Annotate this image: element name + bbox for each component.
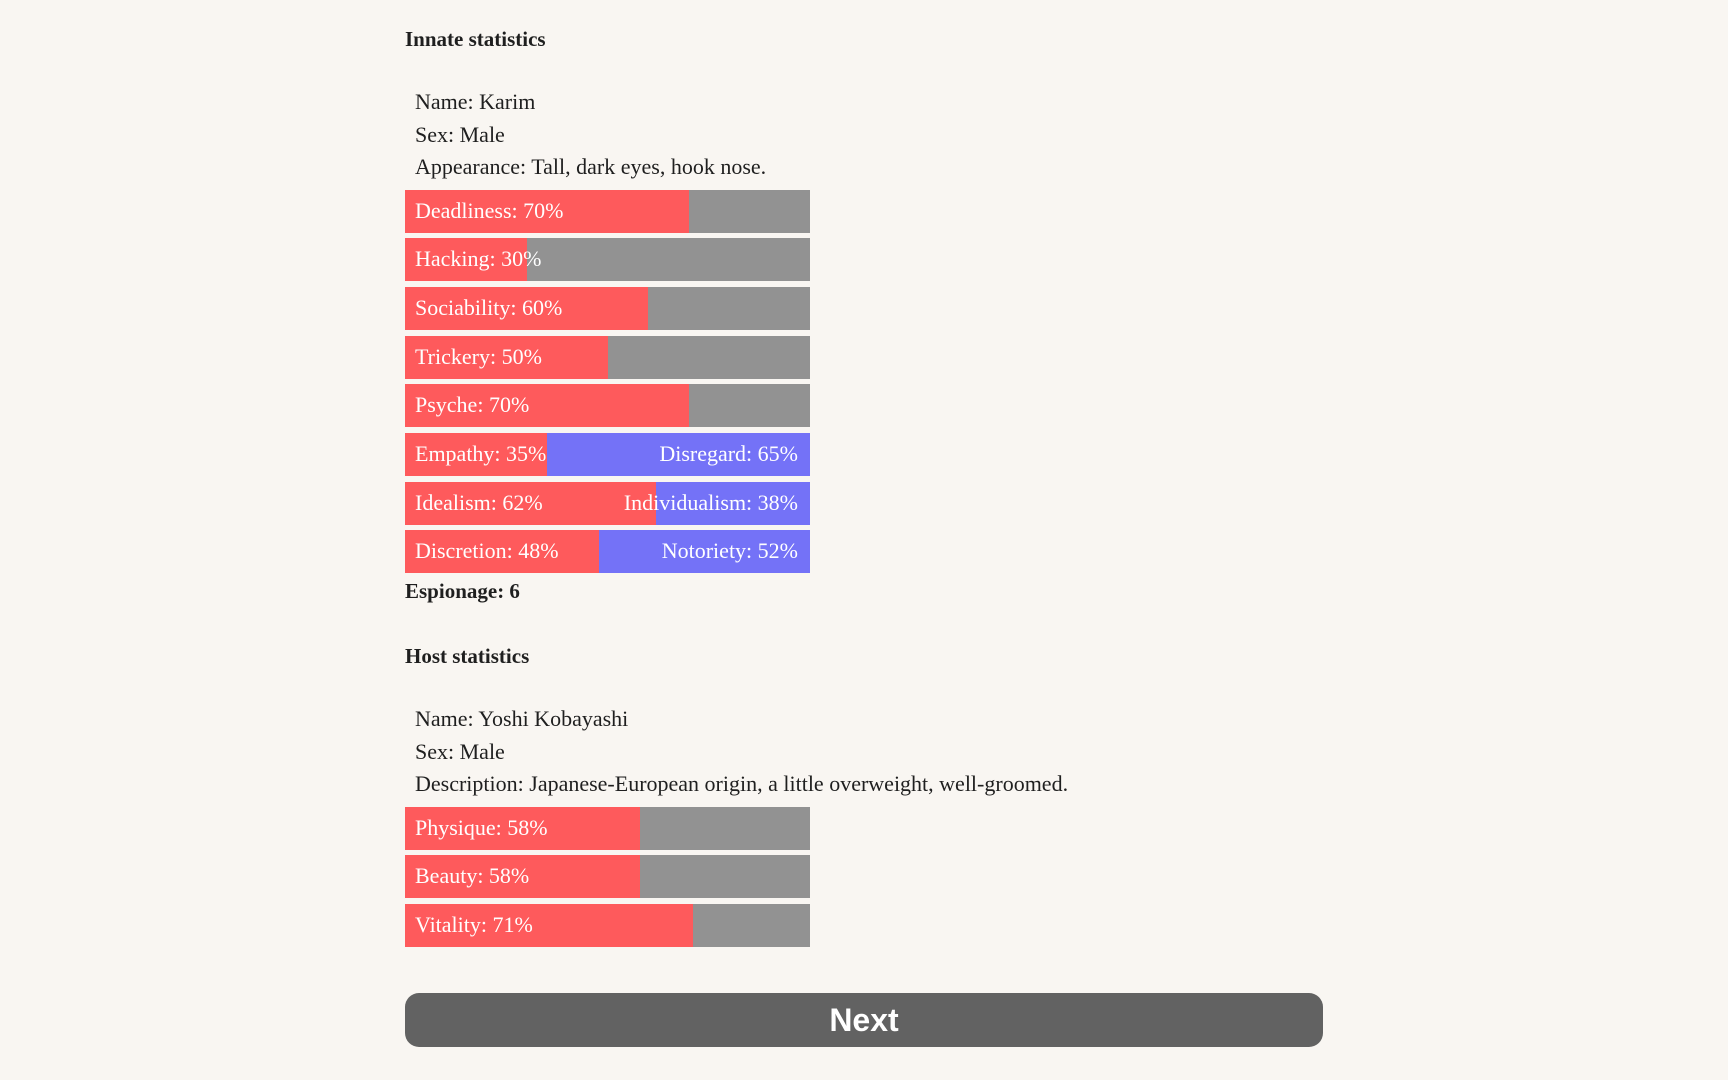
opposed-bar-fill [405, 481, 657, 525]
stat-bar-label: Vitality: 71% [415, 911, 533, 937]
stat-bar-fill [405, 286, 648, 330]
stat-bar-fill [405, 384, 689, 428]
espionage-stat: Espionage: 6 [405, 579, 520, 603]
character-name: Name: Karim [415, 89, 536, 114]
innate-info: Name: Karim Sex: Male Appearance: Tall, … [405, 86, 1323, 184]
stat-bar-vitality: Vitality: 71% [405, 903, 810, 947]
stat-bar-label: Beauty: 58% [415, 863, 530, 889]
stat-bar-fill [405, 189, 689, 233]
stats-screen: Innate statistics Name: Karim Sex: Male … [405, 22, 1323, 953]
stat-bar-trickery: Trickery: 50% [405, 335, 810, 379]
opposed-bar-empathy-disregard: Empathy: 35% Disregard: 65% [405, 432, 810, 476]
stat-bar-sociability: Sociability: 60% [405, 286, 810, 330]
stat-bar-fill [405, 238, 527, 282]
host-name: Name: Yoshi Kobayashi [415, 706, 629, 731]
stat-bar-label: Hacking: 30% [415, 246, 542, 272]
host-statistics-title: Host statistics [405, 644, 530, 668]
host-description: Description: Japanese-European origin, a… [415, 771, 1069, 796]
opposed-bar-discretion-notoriety: Discretion: 48% Notoriety: 52% [405, 530, 810, 574]
next-button[interactable]: Next [405, 993, 1323, 1047]
opposed-bar-fill [405, 530, 600, 574]
stat-bar-label: Psyche: 70% [415, 392, 530, 418]
innate-statistics-title: Innate statistics [405, 27, 546, 51]
opposed-bar-right-label: Notoriety: 52% [661, 538, 798, 564]
stat-bar-beauty: Beauty: 58% [405, 855, 810, 899]
opposed-bar-left-label: Idealism: 62% [415, 489, 543, 515]
stat-bar-physique: Physique: 58% [405, 806, 810, 850]
innate-stat-bars: Deadliness: 70% Hacking: 30% Sociability… [405, 189, 1323, 574]
opposed-bar-fill [405, 432, 547, 476]
stat-bar-fill [405, 335, 608, 379]
opposed-bar-right-label: Individualism: 38% [623, 489, 798, 515]
host-sex: Sex: Male [415, 738, 505, 764]
stat-bar-fill [405, 903, 693, 947]
stat-bar-label: Physique: 58% [415, 814, 548, 840]
stat-bar-hacking: Hacking: 30% [405, 238, 810, 282]
stat-bar-label: Sociability: 60% [415, 294, 563, 320]
stat-bar-psyche: Psyche: 70% [405, 384, 810, 428]
character-sex: Sex: Male [415, 121, 505, 147]
opposed-bar-left-label: Discretion: 48% [415, 538, 559, 564]
stat-bar-fill [405, 806, 640, 850]
opposed-bar-left-label: Empathy: 35% [415, 440, 547, 466]
host-stat-bars: Physique: 58% Beauty: 58% Vitality: 71% [405, 806, 1323, 947]
stat-bar-label: Deadliness: 70% [415, 197, 564, 223]
stat-bar-label: Trickery: 50% [415, 343, 542, 369]
host-info: Name: Yoshi Kobayashi Sex: Male Descript… [405, 703, 1323, 801]
character-appearance: Appearance: Tall, dark eyes, hook nose. [415, 154, 767, 179]
opposed-bar-idealism-individualism: Idealism: 62% Individualism: 38% [405, 481, 810, 525]
stat-bar-fill [405, 855, 640, 899]
opposed-bar-right-label: Disregard: 65% [659, 440, 798, 466]
stat-bar-deadliness: Deadliness: 70% [405, 189, 810, 233]
